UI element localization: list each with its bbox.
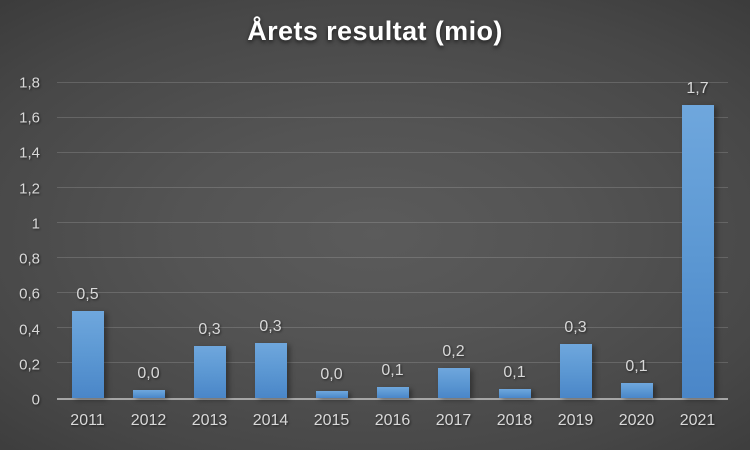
bar-2016 bbox=[376, 386, 409, 398]
y-tick-label: 1,4 bbox=[19, 144, 40, 162]
y-tick-label: 0,6 bbox=[19, 285, 40, 303]
bar-value-label: 0,1 bbox=[625, 358, 648, 376]
gridline bbox=[57, 362, 728, 364]
bar-value-label: 0,3 bbox=[198, 320, 221, 338]
bar-slot: 0,1 bbox=[362, 83, 423, 398]
x-tick-label: 2014 bbox=[252, 412, 289, 429]
bar-slot: 0,1 bbox=[484, 83, 545, 398]
bar-2011 bbox=[71, 310, 104, 398]
bar-slot: 0,0 bbox=[118, 83, 179, 398]
x-axis: 2011 2012 2013 2014 2015 2016 2017 2018 2019 2020… bbox=[57, 413, 728, 429]
bar-value-label: 0,5 bbox=[76, 285, 99, 303]
x-tick-label: 2019 bbox=[557, 412, 594, 429]
gridline bbox=[57, 292, 728, 293]
y-tick-label: 1,6 bbox=[19, 109, 40, 127]
bar-2013 bbox=[193, 345, 226, 398]
bar-slot: 0,0 bbox=[301, 83, 362, 398]
bar-value-label: 0,3 bbox=[564, 318, 587, 336]
bars-container: 0,5 0,0 0,3 0,3 0,0 0,1 0,2 0,1 0,3 0,1 1,7 bbox=[57, 79, 728, 398]
x-tick-label: 2011 bbox=[70, 412, 105, 429]
x-tick-label: 2021 bbox=[679, 412, 716, 429]
bar-2012 bbox=[132, 390, 165, 398]
gridline bbox=[57, 117, 728, 119]
plot-area: 0,5 0,0 0,3 0,3 0,0 0,1 0,2 0,1 0,3 0,1 1,7 bbox=[57, 79, 728, 400]
bar-slot: 1,7 bbox=[667, 79, 728, 398]
bar-2020 bbox=[620, 383, 653, 398]
x-tick-label: 2016 bbox=[374, 412, 411, 429]
x-tick-label: 2020 bbox=[618, 412, 655, 429]
bar-2018 bbox=[498, 389, 531, 398]
chart-title: Årets resultat (mio) bbox=[247, 16, 503, 46]
bar-value-label: 0,3 bbox=[259, 317, 282, 335]
x-tick-label: 2012 bbox=[130, 412, 167, 429]
bar-2021 bbox=[681, 104, 714, 398]
bar-value-label: 1,7 bbox=[686, 79, 709, 97]
bar-2019 bbox=[559, 343, 592, 398]
gridline bbox=[57, 152, 728, 153]
bar-value-label: 0,0 bbox=[137, 365, 160, 383]
x-tick-label: 2018 bbox=[496, 412, 533, 429]
bar-2015 bbox=[315, 391, 348, 398]
bar-2014 bbox=[254, 342, 287, 398]
gridline bbox=[57, 82, 728, 83]
bar-value-label: 0,2 bbox=[442, 343, 465, 361]
x-tick-label: 2015 bbox=[313, 412, 350, 429]
gridline bbox=[57, 257, 728, 259]
bar-value-label: 0,0 bbox=[320, 366, 343, 383]
gridline bbox=[57, 327, 728, 329]
bar-slot: 0,1 bbox=[606, 83, 667, 398]
bar-value-label: 0,1 bbox=[381, 361, 404, 379]
y-axis: 0 0,2 0,4 0,6 0,8 1 1,2 1,4 1,6 1,8 bbox=[0, 76, 40, 408]
y-tick-label: 0,8 bbox=[19, 250, 40, 268]
y-tick-label: 0,2 bbox=[19, 356, 40, 374]
y-tick-label: 0,4 bbox=[19, 321, 40, 339]
bar-2017 bbox=[437, 368, 470, 398]
gridline bbox=[57, 187, 728, 188]
bar-value-label: 0,1 bbox=[503, 364, 526, 382]
bar-slot: 0,2 bbox=[423, 83, 484, 398]
y-tick-label: 1 bbox=[31, 215, 40, 233]
bar-slot: 0,3 bbox=[240, 83, 301, 398]
gridline bbox=[57, 222, 728, 223]
y-tick-label: 1,8 bbox=[19, 74, 40, 92]
y-tick-label: 0 bbox=[31, 391, 40, 409]
x-tick-label: 2017 bbox=[435, 412, 472, 429]
x-tick-label: 2013 bbox=[191, 412, 228, 429]
bar-slot: 0,5 bbox=[57, 83, 118, 398]
y-tick-label: 1,2 bbox=[19, 180, 40, 198]
bar-slot: 0,3 bbox=[179, 83, 240, 398]
bar-slot: 0,3 bbox=[545, 83, 606, 398]
